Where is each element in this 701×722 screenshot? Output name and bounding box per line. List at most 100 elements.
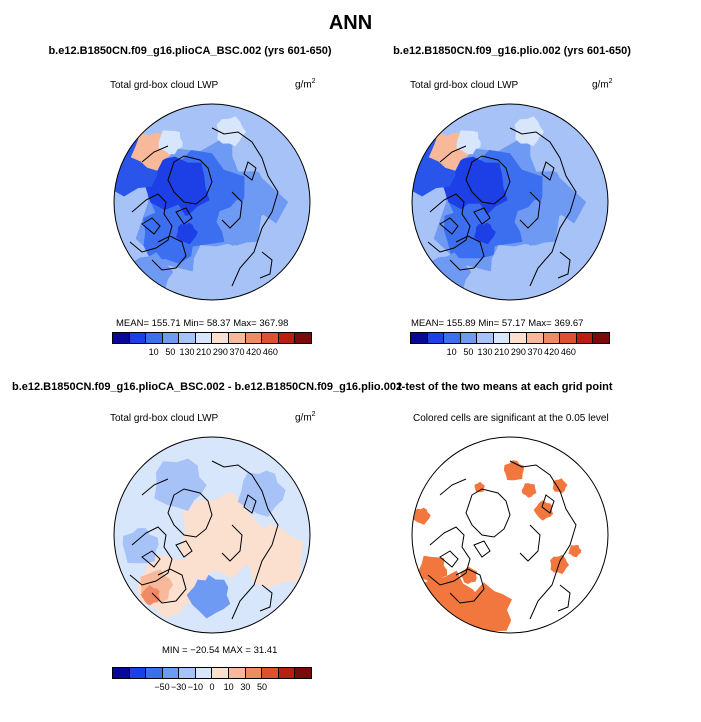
field-region <box>190 243 249 300</box>
coastline <box>175 540 193 558</box>
field-region <box>474 482 485 493</box>
field-region <box>568 544 582 558</box>
coastline <box>221 524 243 562</box>
panel-3-difference-map <box>113 436 311 634</box>
field-region <box>418 555 447 585</box>
field-region <box>158 130 183 155</box>
panel-1-subtitle: Total grd-box cloud LWP <box>110 80 219 91</box>
field-region <box>443 203 500 259</box>
page-title: ANN <box>328 12 373 34</box>
colorbar-swatch <box>444 333 461 343</box>
colorbar-tick-label: 460 <box>262 347 278 357</box>
coastline <box>509 127 577 287</box>
field-region <box>521 483 537 498</box>
field-region <box>514 116 545 147</box>
colorbar-swatch <box>179 668 196 678</box>
coastline <box>167 155 213 205</box>
colorbar-tick-label: −30 <box>171 682 187 692</box>
coastline <box>221 191 243 229</box>
colorbar-swatch <box>245 333 263 343</box>
panel-1-title: b.e12.B1850CN.f09_g16.plioCA_BSC.002 (yr… <box>48 45 332 57</box>
colorbar-tick-label: 0 <box>209 682 215 692</box>
field-region <box>237 470 286 517</box>
coastline <box>243 494 257 514</box>
colorbar-swatch <box>560 333 577 343</box>
coastline <box>439 550 459 568</box>
colorbar-swatch <box>576 333 594 343</box>
field-region <box>216 199 262 246</box>
panel-3-subtitle: Total grd-box cloud LWP <box>110 413 219 424</box>
field-region <box>413 507 431 525</box>
colorbar-swatch <box>427 333 445 343</box>
coastline <box>243 161 257 181</box>
coastline <box>541 161 555 181</box>
panel-1-unit: g/m2 <box>295 78 316 91</box>
map-boundary <box>113 436 311 634</box>
coastline <box>427 193 471 253</box>
colorbar-swatch <box>477 333 494 343</box>
coastline <box>141 550 161 568</box>
colorbar-swatch <box>262 333 279 343</box>
coastline <box>427 526 471 586</box>
field-region <box>488 243 547 300</box>
colorbar-swatch <box>493 333 511 343</box>
colorbar-tick-label: 30 <box>240 682 251 692</box>
panel-2-stats: MEAN= 155.89 Min= 57.17 Max= 369.67 <box>411 318 584 329</box>
coastline <box>473 540 491 558</box>
field-region <box>443 156 508 222</box>
field-region <box>122 528 159 564</box>
field-region <box>186 573 231 619</box>
field-region <box>552 478 568 494</box>
colorbar-tick-label: 210 <box>494 347 510 357</box>
colorbar-swatch <box>411 333 428 343</box>
panel-3-title: b.e12.B1850CN.f09_g16.plioCA_BSC.002 - b… <box>12 381 403 393</box>
coastline <box>259 251 273 279</box>
colorbar-swatch <box>527 333 544 343</box>
colorbar-swatch <box>179 333 196 343</box>
panel-1-stats: MEAN= 155.71 Min= 58.37 Max= 367.98 <box>116 318 289 329</box>
field-region <box>140 585 160 606</box>
coastline <box>439 478 467 496</box>
panel-2-polar-map <box>411 103 609 301</box>
colorbar-tick-label: 50 <box>463 347 474 357</box>
colorbar-tick-label: −10 <box>187 682 203 692</box>
panel-3-unit: g/m2 <box>295 411 316 424</box>
colorbar-tick-label: 130 <box>477 347 493 357</box>
colorbar-tick-label: 50 <box>165 347 176 357</box>
panel-2-subtitle: Total grd-box cloud LWP <box>410 80 519 91</box>
colorbar-swatch <box>212 333 230 343</box>
panel-2-title: b.e12.B1850CN.f09_g16.plio.002 (yrs 601-… <box>393 45 631 57</box>
panel-4-subtitle: Colored cells are significant at the 0.0… <box>413 413 609 424</box>
map-boundary <box>411 436 609 634</box>
colorbar-swatch <box>129 333 147 343</box>
colorbar-swatch <box>229 668 246 678</box>
colorbar-swatch <box>162 333 180 343</box>
field-region <box>533 500 554 521</box>
coastline <box>141 145 169 163</box>
colorbar-swatch <box>460 333 478 343</box>
colorbar-swatch <box>593 333 609 343</box>
colorbar-swatch <box>146 668 163 678</box>
colorbar-swatch <box>295 333 311 343</box>
field-region <box>216 116 247 147</box>
map-field <box>114 437 310 633</box>
colorbar-swatch <box>212 668 230 678</box>
panel-4-title: t-test of the two means at each grid poi… <box>398 381 613 393</box>
map-field <box>412 104 608 300</box>
colorbar-swatch <box>543 333 561 343</box>
field-region <box>474 222 496 245</box>
panel-2-unit: g/m2 <box>592 78 613 91</box>
colorbar-tick-label: 10 <box>446 347 457 357</box>
panel-1-colorbar <box>112 332 312 344</box>
coastline <box>465 155 511 205</box>
colorbar-tick-label: 210 <box>196 347 212 357</box>
field-region <box>143 204 202 264</box>
coastline <box>175 207 193 225</box>
colorbar-swatch <box>113 668 130 678</box>
colorbar-swatch <box>510 333 528 343</box>
colorbar-swatch <box>262 668 279 678</box>
coastline <box>465 488 511 538</box>
colorbar-swatch <box>162 668 180 678</box>
colorbar-tick-label: 460 <box>560 347 576 357</box>
field-region <box>185 550 216 581</box>
